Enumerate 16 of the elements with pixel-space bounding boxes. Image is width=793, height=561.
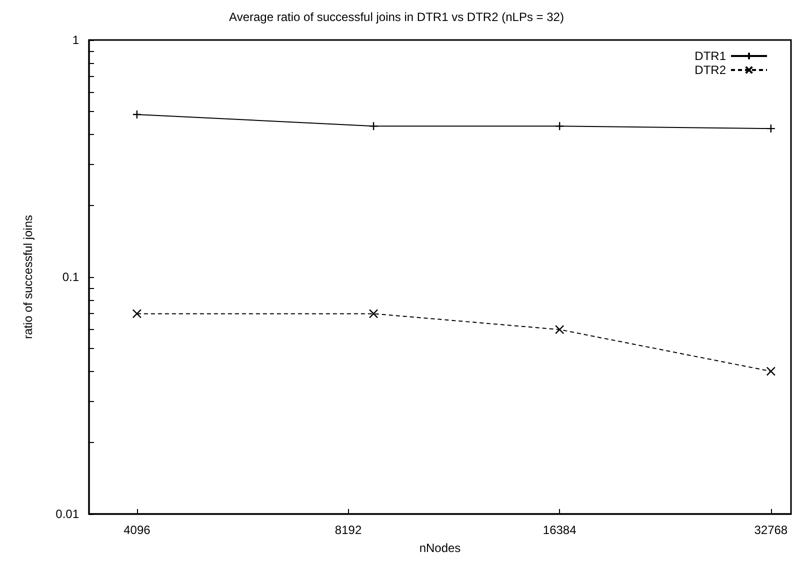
legend-label: DTR1: [694, 49, 726, 63]
y-tick-label: 0.01: [56, 507, 80, 521]
legend-label: DTR2: [694, 63, 726, 77]
x-axis-title: nNodes: [419, 541, 461, 555]
point: [766, 366, 776, 376]
x-tick-label: 32768: [754, 523, 788, 537]
x-tick-label: 8192: [334, 523, 362, 537]
point: [132, 110, 142, 120]
x-tick-label: 4096: [124, 523, 151, 537]
point: [132, 309, 142, 318]
point: [554, 324, 564, 334]
y-axis-title: ratio of successful joins: [21, 214, 35, 340]
y-tick-label: 1: [72, 33, 80, 47]
y-tick-label: 0.1: [62, 270, 80, 284]
x-tick-label: 16384: [542, 523, 577, 537]
chart-title: Average ratio of successful joins in DTR1 vs DTR2 (nLPs = 32): [229, 10, 564, 24]
